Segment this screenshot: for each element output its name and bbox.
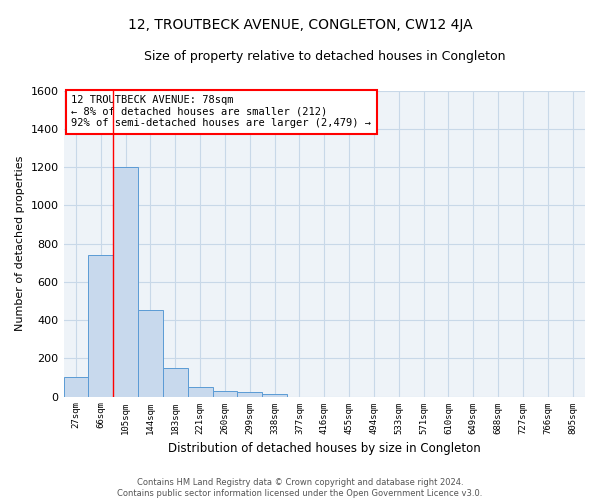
- Bar: [113, 167, 138, 396]
- Text: 12, TROUTBECK AVENUE, CONGLETON, CW12 4JA: 12, TROUTBECK AVENUE, CONGLETON, CW12 4J…: [128, 18, 472, 32]
- Bar: [238, 392, 262, 396]
- Bar: [188, 387, 212, 396]
- Bar: [138, 310, 163, 396]
- Y-axis label: Number of detached properties: Number of detached properties: [15, 156, 25, 331]
- Bar: [88, 255, 113, 396]
- Text: Contains HM Land Registry data © Crown copyright and database right 2024.
Contai: Contains HM Land Registry data © Crown c…: [118, 478, 482, 498]
- Text: 12 TROUTBECK AVENUE: 78sqm
← 8% of detached houses are smaller (212)
92% of semi: 12 TROUTBECK AVENUE: 78sqm ← 8% of detac…: [71, 95, 371, 128]
- X-axis label: Distribution of detached houses by size in Congleton: Distribution of detached houses by size …: [168, 442, 481, 455]
- Title: Size of property relative to detached houses in Congleton: Size of property relative to detached ho…: [143, 50, 505, 63]
- Bar: [212, 391, 238, 396]
- Bar: [163, 368, 188, 396]
- Bar: [64, 378, 88, 396]
- Bar: [262, 394, 287, 396]
